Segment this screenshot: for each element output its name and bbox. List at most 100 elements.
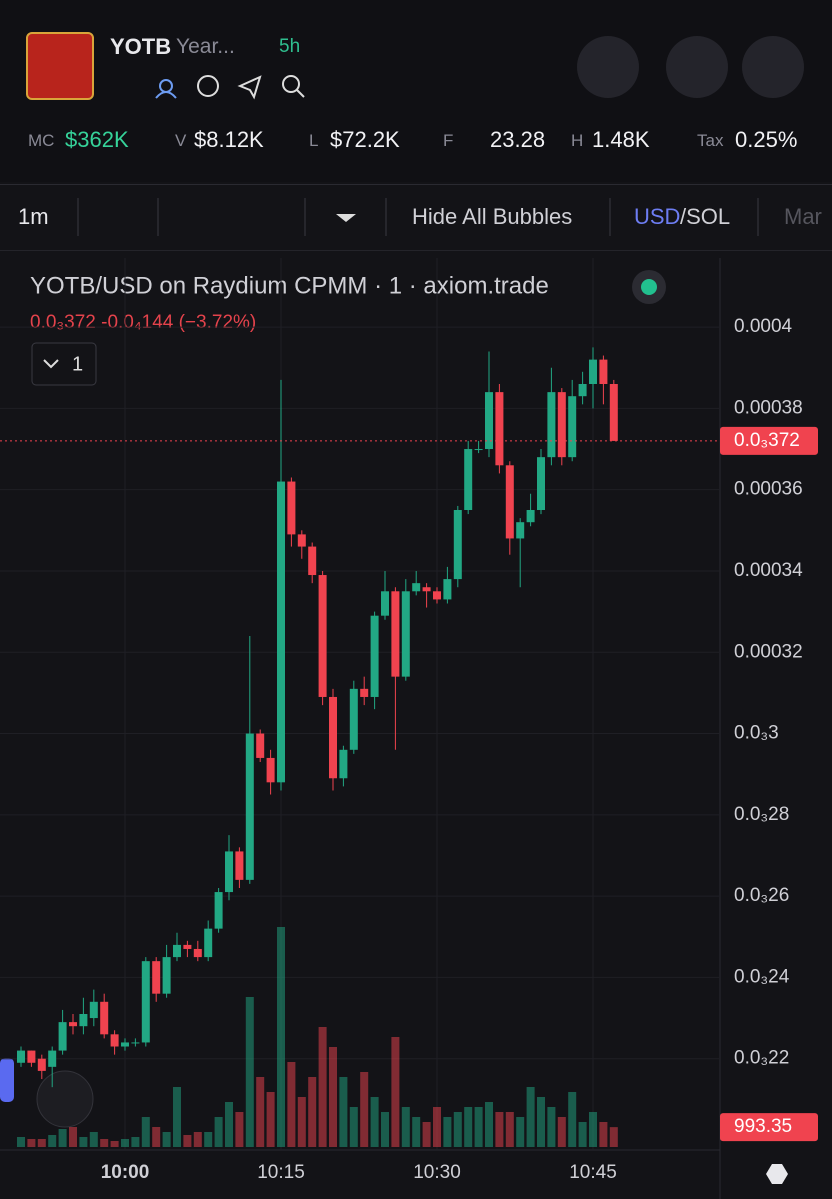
share-button[interactable]: [666, 36, 728, 98]
volume-bar: [516, 1117, 525, 1147]
y-tick-label: 0.0004: [734, 316, 793, 337]
more[interactable]: Mar: [784, 204, 822, 229]
candle-body: [505, 465, 514, 539]
volume-bar: [370, 1097, 379, 1147]
volume-bar: [485, 1102, 493, 1147]
candle-body: [48, 1050, 57, 1067]
volume-bar: [329, 1047, 337, 1147]
volume-bar: [162, 1132, 171, 1147]
candle-body: [557, 392, 566, 458]
candle-body: [474, 449, 483, 451]
volume-bar: [505, 1112, 514, 1147]
stat-value: 23.28: [490, 127, 546, 152]
candle-body: [235, 851, 244, 880]
y-tick-label: 0.00036: [734, 479, 803, 500]
stat-value: $8.12K: [194, 127, 264, 152]
stat-label: Tax: [697, 131, 724, 150]
candle-body: [266, 757, 275, 783]
candle-body: [453, 510, 462, 580]
volume-bar: [557, 1117, 566, 1147]
candle-body: [443, 579, 452, 600]
volume-bar: [37, 1139, 46, 1147]
volume-bar: [214, 1117, 223, 1147]
candle-body: [339, 749, 348, 779]
candle-body: [256, 733, 265, 758]
candle-body: [516, 522, 525, 539]
stat-label: F: [443, 131, 454, 150]
volume-bar: [69, 1127, 77, 1147]
shield-button[interactable]: [577, 36, 639, 98]
y-tick-label: 0.0₃3: [734, 723, 779, 744]
candle-body: [609, 384, 618, 441]
candle-body: [297, 534, 306, 547]
volume-bar: [27, 1139, 36, 1147]
candle-body: [183, 944, 192, 949]
chart-title: YOTB/USD on Raydium CPMM · 1 · axiom.tra…: [30, 272, 549, 299]
volume-bar: [235, 1112, 244, 1147]
candle-body: [308, 546, 317, 576]
volume-bar: [225, 1102, 233, 1147]
volume-bar: [48, 1135, 57, 1147]
volume-bar: [17, 1137, 25, 1147]
candle-body: [277, 481, 285, 783]
candle-body: [173, 944, 181, 958]
volume-bar: [266, 1092, 275, 1147]
candle-body: [121, 1042, 129, 1047]
volume-bar: [589, 1112, 597, 1147]
volume-bar: [464, 1107, 473, 1147]
social-icons[interactable]: [108, 70, 308, 102]
legend-toggle[interactable]: 1: [72, 353, 83, 375]
y-tick-label: 0.0₃28: [734, 804, 789, 825]
candle-body: [381, 591, 389, 616]
volume-bar: [495, 1112, 504, 1147]
candle-body: [58, 1022, 67, 1051]
divider: [0, 184, 832, 185]
volume-bar: [131, 1137, 140, 1147]
candle-body: [599, 359, 608, 384]
token-logo[interactable]: [26, 32, 94, 100]
candle-body: [349, 688, 358, 750]
volume-bar: [391, 1037, 400, 1147]
currency[interactable]: USD: [634, 204, 681, 229]
candle-body: [464, 449, 473, 510]
volume-bar: [277, 927, 285, 1147]
volume-bar: [287, 1062, 296, 1147]
candle-body: [141, 961, 150, 1043]
candle-body: [214, 892, 223, 929]
y-tick-label: 0.00038: [734, 397, 803, 418]
star-button[interactable]: [742, 36, 804, 98]
last-price-label: 0.0₃372: [734, 430, 800, 451]
volume-label: 993.35: [734, 1116, 792, 1137]
alt-currency[interactable]: /SOL: [680, 204, 731, 229]
stat-value: $72.2K: [330, 127, 400, 152]
candle-body: [131, 1042, 140, 1044]
volume-bar: [245, 997, 254, 1147]
stat-value: 0.25%: [735, 127, 798, 152]
bubbles-toggle[interactable]: Hide All Bubbles: [412, 204, 573, 229]
volume-bar: [297, 1097, 306, 1147]
volume-bar: [204, 1132, 213, 1147]
volume-bar: [121, 1139, 129, 1147]
x-tick-label: 10:30: [413, 1162, 461, 1183]
volume-bar: [443, 1117, 452, 1147]
candle-body: [152, 961, 161, 994]
candle-body: [110, 1034, 119, 1047]
candle-body: [204, 928, 213, 958]
volume-bar: [526, 1087, 535, 1147]
volume-bar: [433, 1107, 441, 1147]
candle-body: [89, 1001, 98, 1019]
volume-bar: [100, 1139, 109, 1147]
volume-bar: [547, 1107, 556, 1147]
interval[interactable]: 1m: [18, 204, 49, 229]
candle-body: [79, 1014, 88, 1027]
candle-body: [318, 575, 327, 697]
volume-bar: [110, 1141, 119, 1147]
volume-bar: [422, 1122, 431, 1147]
volume-bar: [349, 1107, 358, 1147]
volume-bar: [453, 1112, 462, 1147]
candle-body: [287, 481, 296, 535]
candle-body: [485, 392, 493, 450]
volume-bar: [412, 1117, 421, 1147]
volume-bar: [339, 1077, 348, 1147]
